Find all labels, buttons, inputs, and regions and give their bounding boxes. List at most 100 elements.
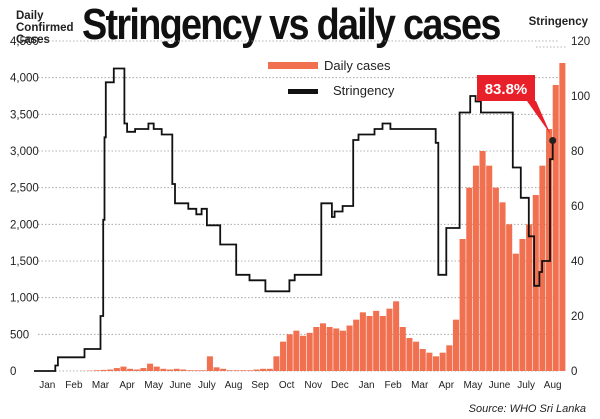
case-bar: [386, 308, 393, 371]
y-right-tick-label: 120: [571, 36, 590, 48]
case-bar: [519, 239, 526, 371]
y-tick-label: 500: [10, 329, 29, 341]
case-bar: [246, 370, 253, 371]
case-bar: [446, 345, 453, 371]
legend-label-cases: Daily cases: [324, 58, 391, 73]
case-bar: [492, 187, 499, 371]
y-tick-label: 0: [10, 366, 16, 378]
x-tick-label: Feb: [65, 380, 83, 391]
case-bar: [393, 301, 400, 371]
y-tick-label: 1,500: [10, 256, 39, 268]
case-bar: [293, 330, 300, 371]
case-bar: [419, 349, 426, 371]
case-bar: [559, 63, 566, 371]
case-bar: [359, 312, 366, 371]
case-bar: [160, 368, 167, 371]
callout-pointer: [527, 101, 551, 135]
y-right-tick-label: 80: [571, 146, 584, 158]
y-right-tick-label: 100: [571, 91, 590, 103]
x-tick-label: Jan: [39, 380, 55, 391]
x-tick-label: May: [463, 380, 482, 391]
case-bar: [113, 368, 120, 371]
y-tick-label: 1,000: [10, 293, 39, 305]
case-bar: [353, 319, 360, 371]
legend-swatch-cases: [268, 62, 318, 69]
case-bar: [313, 327, 320, 371]
case-bar: [486, 165, 493, 371]
case-bar: [133, 369, 140, 371]
right-axis-title: Stringency: [528, 16, 588, 28]
x-tick-label: Apr: [439, 380, 455, 391]
y-right-tick-label: 40: [571, 256, 584, 268]
x-tick-label: July: [198, 380, 216, 391]
case-bar: [300, 335, 307, 371]
case-bar: [233, 370, 240, 371]
case-bar: [452, 319, 459, 371]
left-axis-title: Daily Confirmed Cases: [16, 10, 74, 46]
case-bar: [100, 369, 107, 371]
case-bar: [93, 370, 100, 371]
x-tick-label: Aug: [544, 380, 562, 391]
x-tick-label: Apr: [119, 380, 135, 391]
x-tick-label: July: [517, 380, 535, 391]
case-bar: [326, 327, 333, 371]
case-bar: [286, 334, 293, 371]
case-bar: [266, 368, 273, 371]
case-bar: [127, 368, 134, 371]
case-bar: [147, 363, 154, 371]
case-bar: [506, 224, 513, 371]
case-bar: [439, 352, 446, 371]
case-bar: [406, 338, 413, 371]
callout-label: 83.8%: [485, 81, 528, 98]
case-bar: [479, 151, 486, 371]
legend-swatch-stringency: [288, 89, 318, 94]
x-tick-label: Dec: [331, 380, 349, 391]
x-tick-label: May: [144, 380, 163, 391]
y-tick-label: 2,000: [10, 219, 39, 231]
y-tick-label: 4,000: [10, 73, 39, 85]
case-bar: [213, 367, 220, 371]
x-tick-label: Mar: [411, 380, 429, 391]
x-tick-label: June: [489, 380, 511, 391]
case-bar: [107, 369, 114, 371]
y-right-tick-label: 20: [571, 311, 584, 323]
y-tick-label: 3,000: [10, 146, 39, 158]
x-tick-label: Nov: [304, 380, 322, 391]
x-tick-label: June: [169, 380, 191, 391]
y-tick-label: 4,500: [10, 36, 39, 48]
y-right-tick-label: 60: [571, 201, 584, 213]
case-bar: [200, 370, 207, 371]
case-bar: [339, 330, 346, 371]
x-tick-label: Oct: [279, 380, 295, 391]
case-bar: [433, 356, 440, 371]
case-bar: [333, 328, 340, 371]
x-tick-label: Jan: [358, 380, 374, 391]
legend-label-stringency: Stringency: [333, 83, 395, 98]
case-bar: [280, 341, 287, 371]
x-tick-label: Mar: [92, 380, 110, 391]
case-bar: [140, 368, 147, 371]
case-bar: [472, 165, 479, 371]
case-bar: [459, 239, 466, 371]
case-bar: [120, 366, 127, 371]
x-tick-label: Feb: [384, 380, 402, 391]
x-tick-label: Aug: [225, 380, 243, 391]
case-bar: [499, 202, 506, 371]
stringency-line: [34, 67, 554, 372]
case-bar: [306, 332, 313, 371]
case-bar: [253, 369, 260, 371]
case-bar: [413, 341, 420, 371]
case-bar: [180, 369, 187, 371]
case-bar: [346, 325, 353, 371]
case-bar: [167, 369, 174, 371]
case-bar: [399, 327, 406, 371]
case-bar: [206, 356, 213, 371]
case-bar: [220, 368, 227, 371]
case-bar: [532, 195, 539, 371]
y-tick-label: 3,500: [10, 109, 39, 121]
case-bar: [173, 368, 180, 371]
x-tick-label: Sep: [251, 380, 269, 391]
case-bar: [319, 323, 326, 371]
callout-marker: [549, 137, 557, 144]
